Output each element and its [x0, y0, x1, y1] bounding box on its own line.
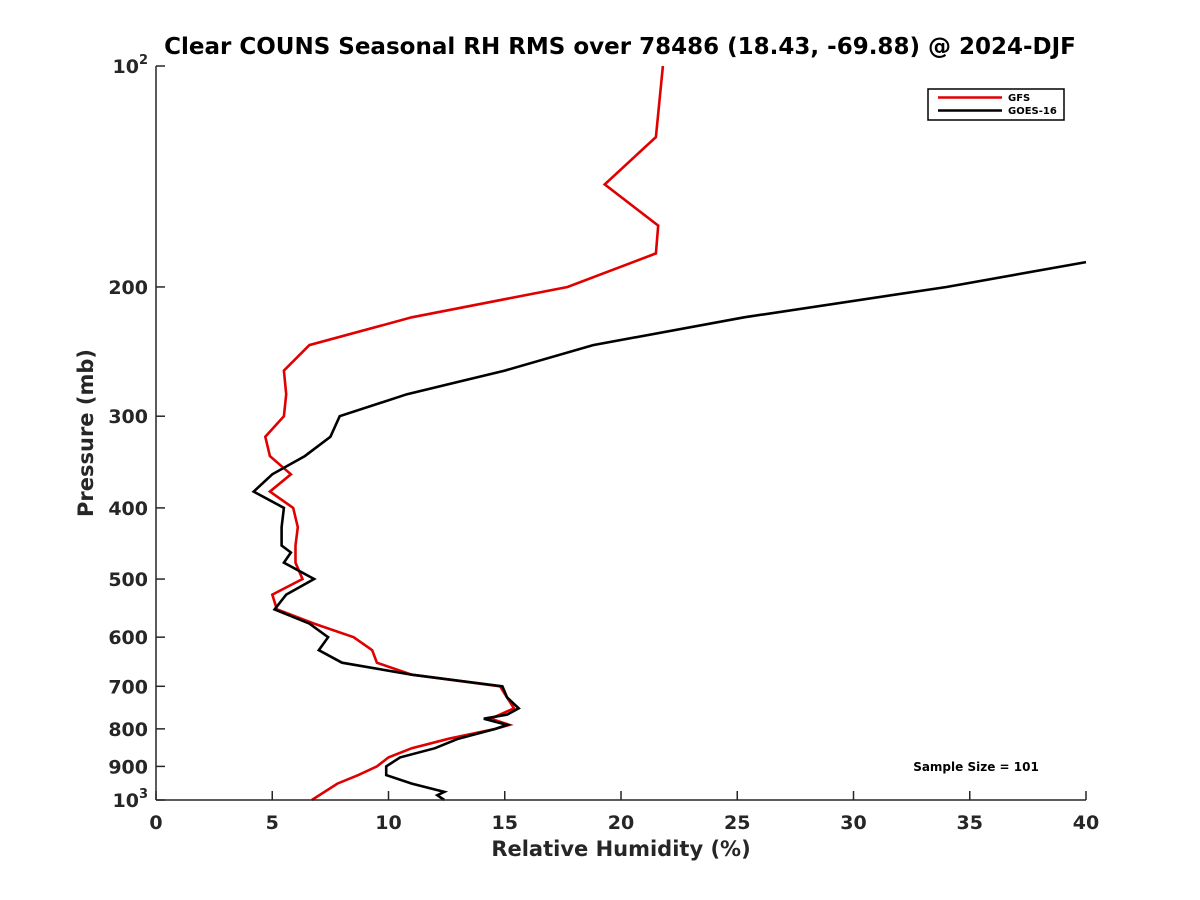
- x-tick-label: 40: [1073, 812, 1099, 834]
- y-tick-label-base: 10: [113, 790, 139, 812]
- y-tick-label-base: 900: [108, 756, 148, 778]
- series-layer: [251, 65, 1087, 802]
- y-tick-label: 500: [108, 569, 148, 591]
- y-tick-label: 800: [108, 719, 148, 741]
- x-tick-label: 0: [149, 812, 162, 834]
- legend: GFS GOES-16: [927, 88, 1065, 121]
- y-tick-label-base: 600: [108, 627, 148, 649]
- y-tick-label: 400: [108, 498, 148, 520]
- y-tick-label-base: 700: [108, 676, 148, 698]
- sample-size-annotation: Sample Size = 101: [913, 760, 1039, 774]
- legend-box: [927, 88, 1065, 121]
- y-tick-label: 300: [108, 406, 148, 428]
- x-axis-ticks: 0 5 10 15 20 25 30 35 40: [149, 791, 1099, 834]
- y-tick-label-base: 800: [108, 719, 148, 741]
- y-tick-label-base: 300: [108, 406, 148, 428]
- x-tick-label: 10: [375, 812, 401, 834]
- y-tick-label-base: 200: [108, 277, 148, 299]
- series-line-goes-16: [251, 260, 1087, 802]
- y-tick-label: 200: [108, 277, 148, 299]
- legend-label-gfs: GFS: [1008, 93, 1030, 104]
- y-tick-label: 103: [113, 787, 149, 812]
- y-tick-label-base: 10: [113, 56, 139, 78]
- x-tick-label: 35: [957, 812, 983, 834]
- x-tick-label: 15: [492, 812, 518, 834]
- y-tick-label: 700: [108, 676, 148, 698]
- legend-label-goes-16: GOES-16: [1008, 106, 1057, 117]
- y-tick-label: 600: [108, 627, 148, 649]
- y-tick-label-base: 500: [108, 569, 148, 591]
- y-tick-label-base: 400: [108, 498, 148, 520]
- y-tick-label-exponent: 2: [139, 53, 148, 68]
- y-axis-label: Pressure (mb): [74, 349, 98, 517]
- y-tick-label-exponent: 3: [139, 787, 148, 802]
- y-tick-label: 900: [108, 756, 148, 778]
- chart-title: Clear COUNS Seasonal RH RMS over 78486 (…: [164, 34, 1076, 60]
- y-tick-label: 102: [113, 53, 149, 78]
- x-tick-label: 30: [840, 812, 866, 834]
- x-tick-label: 25: [724, 812, 750, 834]
- x-axis-label: Relative Humidity (%): [491, 837, 750, 861]
- x-tick-label: 5: [266, 812, 279, 834]
- x-tick-label: 20: [608, 812, 634, 834]
